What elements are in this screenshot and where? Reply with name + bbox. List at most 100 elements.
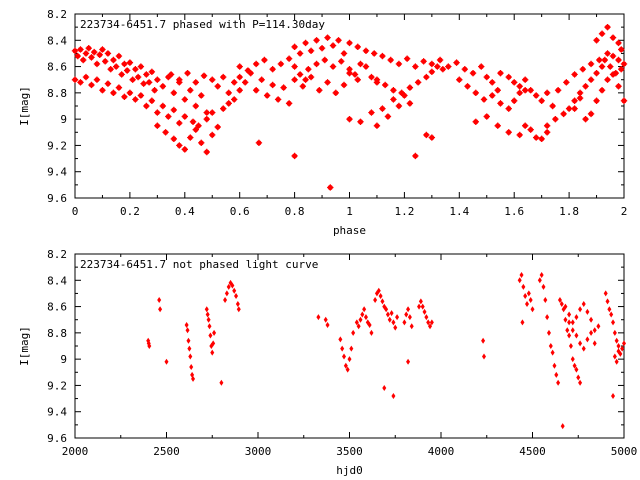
data-point (585, 336, 590, 343)
data-point-star (71, 47, 79, 54)
data-point-star (291, 76, 298, 83)
data-point-star (516, 83, 523, 90)
data-point (204, 306, 209, 313)
data-point-star (354, 76, 361, 83)
data-point (205, 311, 210, 318)
data-point (589, 316, 594, 323)
x-tick-label: 0.8 (285, 205, 305, 218)
data-point (378, 293, 383, 300)
y-tick-label: 9.2 (47, 139, 67, 152)
data-point (226, 283, 231, 290)
data-point-star (434, 63, 441, 70)
data-point (537, 277, 542, 284)
data-point-star (560, 110, 567, 118)
data-point-star (96, 51, 103, 58)
data-point-star (154, 76, 161, 83)
data-point (592, 340, 597, 347)
y-tick-label: 8.2 (47, 248, 67, 261)
data-point-star (335, 37, 342, 44)
data-point (560, 423, 565, 430)
data-point (363, 314, 368, 321)
data-point (234, 293, 239, 300)
data-point (539, 272, 544, 279)
data-point-star (143, 71, 150, 78)
data-point-star (93, 76, 101, 83)
data-point-star (313, 60, 320, 68)
data-point-star (285, 100, 293, 107)
data-point-star (148, 68, 156, 76)
data-point-star (494, 87, 501, 94)
data-point-star (373, 122, 381, 129)
data-point (543, 297, 548, 303)
data-point (607, 306, 612, 313)
y-axis-label: I[mag] (18, 86, 31, 126)
data-point (422, 308, 427, 315)
data-point-star (436, 56, 444, 64)
data-point-star (538, 135, 545, 143)
data-point-star (132, 96, 139, 103)
data-point (186, 337, 191, 344)
data-point-star (121, 93, 128, 100)
data-point (184, 321, 189, 328)
data-point (567, 319, 572, 326)
data-point (570, 319, 575, 326)
data-point (385, 311, 390, 318)
data-point-star (538, 97, 545, 104)
data-point (380, 298, 385, 305)
data-point (523, 293, 528, 300)
data-point (409, 323, 414, 330)
x-tick-label: 4000 (428, 445, 455, 458)
data-point-star (195, 122, 202, 129)
data-point-star (181, 146, 188, 153)
data-point-star (261, 56, 268, 64)
data-point-star (187, 87, 194, 94)
data-point-star (505, 129, 512, 136)
data-point-star (532, 92, 540, 99)
data-point-star (420, 58, 427, 65)
data-point-star (176, 119, 183, 127)
data-point (354, 319, 359, 326)
data-point-star (148, 97, 156, 104)
data-point (563, 303, 568, 310)
data-point (393, 324, 398, 331)
x-tick-label: 0.6 (230, 205, 250, 218)
data-point-star (483, 73, 490, 81)
data-point (384, 306, 389, 313)
data-point (391, 319, 396, 326)
data-point-star (203, 109, 210, 116)
data-point-star (379, 52, 386, 60)
data-point-star (464, 83, 471, 90)
data-point (429, 319, 434, 326)
data-point (316, 314, 321, 321)
data-point-star (593, 37, 600, 44)
y-tick-label: 8.4 (47, 274, 67, 287)
data-point-star (112, 63, 120, 70)
data-point (224, 290, 229, 297)
data-point-star (123, 67, 131, 74)
data-point-star (313, 37, 320, 44)
data-point (546, 329, 551, 336)
data-point (554, 371, 559, 378)
data-point (323, 316, 328, 323)
data-point (406, 306, 411, 313)
data-point-star (162, 129, 169, 136)
data-point-star (609, 71, 617, 78)
data-point (581, 300, 586, 307)
data-point-star (554, 87, 562, 94)
data-point-star (439, 66, 447, 73)
data-point-star (121, 60, 128, 68)
data-point (420, 303, 425, 310)
data-point-star (277, 60, 285, 68)
data-point-star (80, 56, 87, 64)
x-tick-label: 1.6 (504, 205, 524, 218)
data-point-star (258, 76, 265, 83)
x-tick-label: 1.2 (394, 205, 414, 218)
data-point-star (338, 58, 345, 65)
data-point (572, 362, 577, 369)
data-point-star (137, 92, 145, 99)
chart-title: 223734-6451.7 phased with P=114.30day (80, 18, 325, 31)
data-point-star (181, 113, 188, 120)
y-tick-label: 9.6 (47, 432, 67, 445)
data-point-star (601, 56, 608, 64)
data-point (391, 392, 396, 399)
